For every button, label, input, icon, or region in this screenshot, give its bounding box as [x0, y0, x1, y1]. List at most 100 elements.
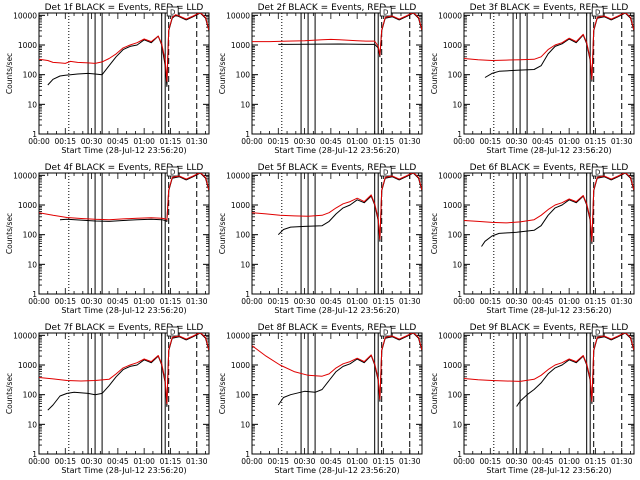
x-axis-label: Start Time (28-Jul-12 23:56:20): [486, 466, 611, 475]
y-tick-label: 10000: [438, 171, 462, 180]
y-tick-label: 10000: [438, 331, 462, 340]
y-tick-label: 1000: [231, 361, 250, 370]
x-tick-label: 00:45: [532, 457, 554, 466]
panel-title: Det 1f BLACK = Events, RED = LLD: [45, 3, 204, 13]
x-tick-label: 00:00: [241, 297, 263, 306]
x-axis-label: Start Time (28-Jul-12 23:56:20): [486, 306, 611, 315]
series-events-line: [277, 173, 422, 242]
panel-1: Det 1f BLACK = Events, RED = LLD 1 10 100 10…: [5, 3, 210, 155]
x-tick-label: 00:00: [28, 457, 50, 466]
x-tick-label: 00:15: [54, 297, 76, 306]
x-tick-label: 00:15: [267, 457, 289, 466]
panel-series-group: [252, 333, 422, 406]
panel-series-group: [39, 173, 209, 222]
x-tick-label: 01:30: [611, 297, 633, 306]
panel-9: Det 9f BLACK = Events, RED = LLD 1 10 100 10…: [430, 323, 635, 475]
y-axis-label: Counts/sec: [430, 373, 439, 414]
marker-box: [166, 326, 179, 337]
y-tick-label: 10: [452, 260, 462, 269]
series-events-line: [277, 333, 422, 406]
x-tick-label: 01:30: [399, 457, 421, 466]
x-tick-label: 00:00: [28, 297, 50, 306]
marker-label: D: [170, 169, 175, 177]
y-tick-label: 1: [32, 450, 37, 459]
x-tick-label: 00:15: [54, 457, 76, 466]
x-axis-label: Start Time (28-Jul-12 23:56:20): [274, 306, 399, 315]
y-tick-label: 100: [23, 231, 38, 240]
x-axis-label: Start Time (28-Jul-12 23:56:20): [61, 146, 186, 155]
y-tick-label: 100: [236, 391, 251, 400]
series-lld-line: [464, 13, 634, 80]
x-tick-label: 01:00: [133, 457, 155, 466]
x-tick-label: 00:45: [532, 137, 554, 146]
panel-series-group: [464, 173, 634, 247]
x-tick-label: 00:45: [532, 297, 554, 306]
y-tick-label: 1: [32, 290, 37, 299]
y-tick-label: 10: [27, 100, 37, 109]
panel-2: Det 2f BLACK = Events, RED = LLD 1 10 100 10…: [218, 3, 423, 155]
panel-title: Det 6f BLACK = Events, RED = LLD: [470, 163, 629, 173]
marker-box: [166, 6, 179, 17]
y-axis-label: Counts/sec: [218, 53, 227, 94]
panel-6: Det 6f BLACK = Events, RED = LLD 1 10 100 10…: [430, 163, 635, 315]
x-tick-label: 01:30: [186, 137, 208, 146]
y-tick-label: 1: [457, 290, 462, 299]
series-events-line: [47, 333, 209, 411]
x-tick-label: 01:30: [399, 137, 421, 146]
x-tick-label: 01:15: [373, 137, 395, 146]
x-tick-label: 00:45: [320, 457, 342, 466]
y-tick-label: 1000: [231, 201, 250, 210]
marker-label: D: [595, 9, 600, 17]
series-events-line: [47, 13, 209, 87]
panel-title: Det 2f BLACK = Events, RED = LLD: [258, 3, 417, 13]
x-tick-label: 00:30: [81, 457, 103, 466]
series-events-line: [59, 173, 209, 222]
y-tick-label: 1000: [18, 201, 37, 210]
y-tick-label: 100: [448, 391, 463, 400]
x-tick-label: 01:15: [160, 457, 182, 466]
panel-series-group: [464, 13, 634, 82]
y-axis-label: Counts/sec: [218, 213, 227, 254]
series-lld-line: [39, 173, 209, 221]
x-tick-label: 00:30: [294, 297, 316, 306]
x-tick-label: 01:00: [133, 297, 155, 306]
y-tick-label: 1: [245, 130, 250, 139]
y-tick-label: 1000: [231, 41, 250, 50]
marker-box: [166, 166, 179, 177]
x-tick-label: 01:30: [186, 457, 208, 466]
y-tick-label: 10000: [13, 171, 37, 180]
panel-title: Det 4f BLACK = Events, RED = LLD: [45, 163, 204, 173]
x-tick-label: 00:30: [294, 457, 316, 466]
y-tick-label: 10: [240, 420, 250, 429]
y-axis-label: Counts/sec: [218, 373, 227, 414]
x-axis-label: Start Time (28-Jul-12 23:56:20): [61, 466, 186, 475]
x-tick-label: 00:15: [479, 137, 501, 146]
y-axis-label: Counts/sec: [5, 213, 14, 254]
series-lld-line: [464, 173, 634, 242]
y-tick-label: 100: [236, 231, 251, 240]
marker-label: D: [595, 329, 600, 337]
x-tick-label: 01:15: [585, 297, 607, 306]
x-tick-label: 01:15: [160, 297, 182, 306]
series-lld-line: [252, 333, 422, 400]
series-events-line: [481, 173, 634, 247]
x-tick-label: 00:30: [506, 297, 528, 306]
x-tick-label: 01:00: [558, 137, 580, 146]
panel-title: Det 3f BLACK = Events, RED = LLD: [470, 3, 629, 13]
x-tick-label: 00:00: [28, 137, 50, 146]
y-tick-label: 1000: [443, 201, 462, 210]
y-axis-label: Counts/sec: [5, 53, 14, 94]
series-lld-line: [252, 13, 422, 56]
y-tick-label: 100: [448, 71, 463, 80]
x-tick-label: 01:15: [160, 137, 182, 146]
x-tick-label: 01:00: [558, 297, 580, 306]
y-axis-label: Counts/sec: [5, 373, 14, 414]
y-tick-label: 1: [457, 450, 462, 459]
x-tick-label: 01:00: [133, 137, 155, 146]
y-tick-label: 10: [240, 100, 250, 109]
panel-frame: [38, 172, 210, 295]
x-tick-label: 01:00: [346, 457, 368, 466]
y-tick-label: 10000: [13, 331, 37, 340]
series-events-line: [516, 333, 634, 407]
